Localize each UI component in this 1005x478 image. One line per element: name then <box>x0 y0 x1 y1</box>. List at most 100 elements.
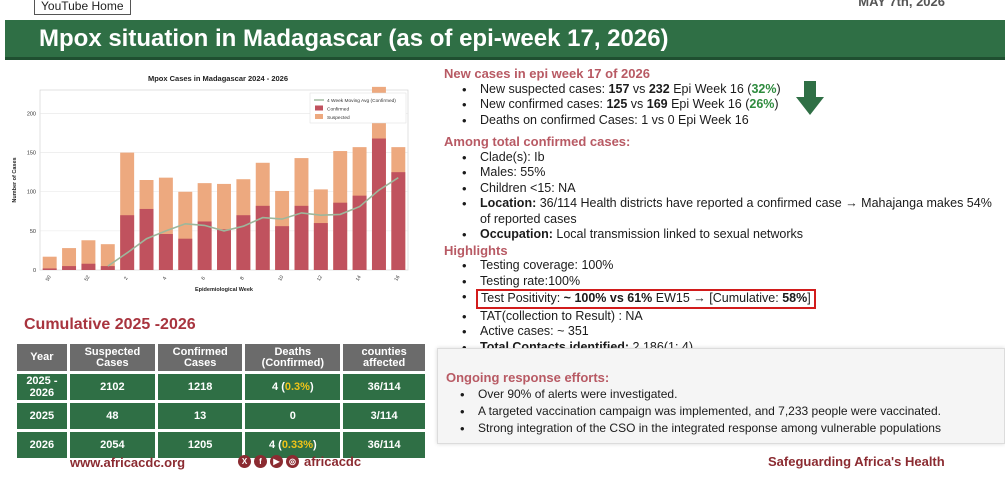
cell-deaths: 0 <box>245 403 341 429</box>
confirmed-bar <box>197 221 212 270</box>
legend-label: Confirmed <box>327 107 349 113</box>
confirmed-bar <box>236 215 251 270</box>
page-title: Mpox situation in Madagascar (as of epi-… <box>39 24 669 52</box>
cell-confirmed: 1218 <box>157 374 243 400</box>
confirmed-bar <box>62 266 77 270</box>
youtube-icon[interactable]: ▶ <box>270 455 283 468</box>
footer: www.africacdc.org X f ▶ ◎ africacdc Safe… <box>0 450 1005 478</box>
facebook-icon[interactable]: f <box>254 455 267 468</box>
table-row: 2025 48 13 0 3/114 <box>17 403 425 429</box>
x-axis-label: Epidemiological Week <box>195 287 254 293</box>
legend-label: Suspected <box>327 115 350 121</box>
testing-rate-item: Testing rate:100% <box>458 274 1004 290</box>
x-tick-label: 14 <box>355 274 363 282</box>
new-confirmed-item: New confirmed cases: 125 vs 169 Epi Week… <box>458 97 1004 113</box>
confirmed-bar <box>42 268 57 270</box>
testing-coverage-item: Testing coverage: 100% <box>458 258 1004 274</box>
confirmed-bar <box>255 205 270 270</box>
cell-confirmed: 1205 <box>157 432 243 458</box>
instagram-icon[interactable]: ◎ <box>286 455 299 468</box>
cell-counties: 36/114 <box>343 374 425 400</box>
confirmed-bar <box>313 223 328 270</box>
confirmed-bar <box>294 205 309 270</box>
new-suspected-item: New suspected cases: 157 vs 232 Epi Week… <box>458 82 1004 98</box>
legend-swatch <box>315 105 323 111</box>
y-tick-label: 0 <box>33 268 36 274</box>
among-confirmed-list: Clade(s): Ib Males: 55% Children <15: NA… <box>444 150 1004 243</box>
x-tick-label: 8 <box>239 276 246 282</box>
confirmed-bar <box>371 138 386 270</box>
col-header-suspected: Suspected Cases <box>69 344 155 371</box>
y-tick-label: 200 <box>27 111 36 117</box>
x-tick-label: 12 <box>316 274 324 282</box>
tooltip-youtube-home: YouTube Home <box>34 0 131 15</box>
legend-swatch <box>315 114 323 119</box>
cell-deaths: 4 (0.3%) <box>245 374 341 400</box>
x-tick-label: 4 <box>162 276 169 282</box>
x-tick-label: 50 <box>45 274 53 282</box>
children-item: Children <15: NA <box>458 181 1004 197</box>
table-row: 2025 - 2026 2102 1218 4 (0.3%) 36/114 <box>17 374 425 400</box>
table-row: 2026 2054 1205 4 (0.33%) 36/114 <box>17 432 425 458</box>
situation-summary: New cases in epi week 17 of 2026 New sus… <box>444 66 1004 355</box>
cell-year: 2025 - 2026 <box>17 374 67 400</box>
new-cases-title: New cases in epi week 17 of 2026 <box>444 66 650 81</box>
response-list: Over 90% of alerts were investigated. A … <box>446 386 996 437</box>
cell-suspected: 2054 <box>69 432 155 458</box>
deaths-item: Deaths on confirmed Cases: 1 vs 0 Epi We… <box>458 113 1004 129</box>
x-icon[interactable]: X <box>238 455 251 468</box>
confirmed-bar <box>81 263 96 270</box>
suspected-bar <box>81 240 96 270</box>
list-item: Strong integration of the CSO in the int… <box>456 420 996 437</box>
x-tick-label: 10 <box>277 274 285 282</box>
footer-website-link[interactable]: www.africacdc.org <box>70 455 186 470</box>
occupation-item: Occupation: Local transmission linked to… <box>458 227 1004 243</box>
cell-counties: 3/114 <box>343 403 425 429</box>
new-cases-list: New suspected cases: 157 vs 232 Epi Week… <box>444 82 1004 129</box>
positivity-highlight-box: Test Positivity: ~ 100% vs 61% EW15 → [C… <box>476 289 816 309</box>
col-header-confirmed: Confirmed Cases <box>157 344 243 371</box>
cell-deaths: 4 (0.33%) <box>245 432 341 458</box>
confirmed-bar <box>120 215 135 270</box>
highlights-title: Highlights <box>444 242 508 258</box>
cell-suspected: 48 <box>69 403 155 429</box>
footer-tagline: Safeguarding Africa's Health <box>768 454 945 469</box>
legend-box <box>309 92 407 124</box>
suspected-bar <box>62 248 77 270</box>
chart-container: 0 50 100 150 200 50 52 2 4 6 8 10 12 14 16 Mpox Cases i… <box>6 68 430 298</box>
y-tick-label: 50 <box>30 229 36 235</box>
confirmed-bar <box>333 202 348 270</box>
cell-year: 2025 <box>17 403 67 429</box>
confirmed-bar <box>158 234 173 270</box>
moving-average-line <box>107 177 399 267</box>
social-handle: africacdc <box>304 454 362 469</box>
title-banner: Mpox situation in Madagascar (as of epi-… <box>5 20 1005 60</box>
confirmed-bar <box>178 238 193 270</box>
y-tick-label: 150 <box>27 151 36 157</box>
cell-counties: 36/114 <box>343 432 425 458</box>
x-tick-label: 16 <box>393 274 401 282</box>
among-confirmed-title: Among total confirmed cases: <box>444 134 631 149</box>
mpox-cases-chart: 0 50 100 150 200 50 52 2 4 6 8 10 12 14 16 Mpox Cases i… <box>12 74 409 293</box>
males-item: Males: 55% <box>458 165 1004 181</box>
x-tick-label: 6 <box>200 276 207 282</box>
chart-title: Mpox Cases in Madagascar 2024 - 2026 <box>148 74 288 83</box>
tat-item: TAT(collection to Result) : NA <box>458 309 1004 325</box>
col-header-deaths: Deaths (Confirmed) <box>245 344 341 371</box>
x-tick-label: 52 <box>84 274 92 282</box>
col-header-year: Year <box>17 344 67 371</box>
active-cases-item: Active cases: ~ 351 <box>458 324 1004 340</box>
social-links: X f ▶ ◎ africacdc <box>238 454 361 469</box>
legend-label: 4 Week Moving Avg (Confirmed) <box>327 98 396 104</box>
confirmed-bar <box>100 266 115 270</box>
clade-item: Clade(s): Ib <box>458 150 1004 166</box>
cell-suspected: 2102 <box>69 374 155 400</box>
confirmed-bar <box>352 195 367 270</box>
cumulative-title: Cumulative 2025 -2026 <box>24 316 196 333</box>
col-header-counties: counties affected <box>343 344 425 371</box>
test-positivity-item: Test Positivity: ~ 100% vs 61% EW15 → [C… <box>458 289 1004 309</box>
cell-confirmed: 13 <box>157 403 243 429</box>
slide-date: MAY 7th, 2026 <box>858 0 945 9</box>
x-tick-label: 2 <box>123 276 130 282</box>
confirmed-bar <box>391 172 406 270</box>
